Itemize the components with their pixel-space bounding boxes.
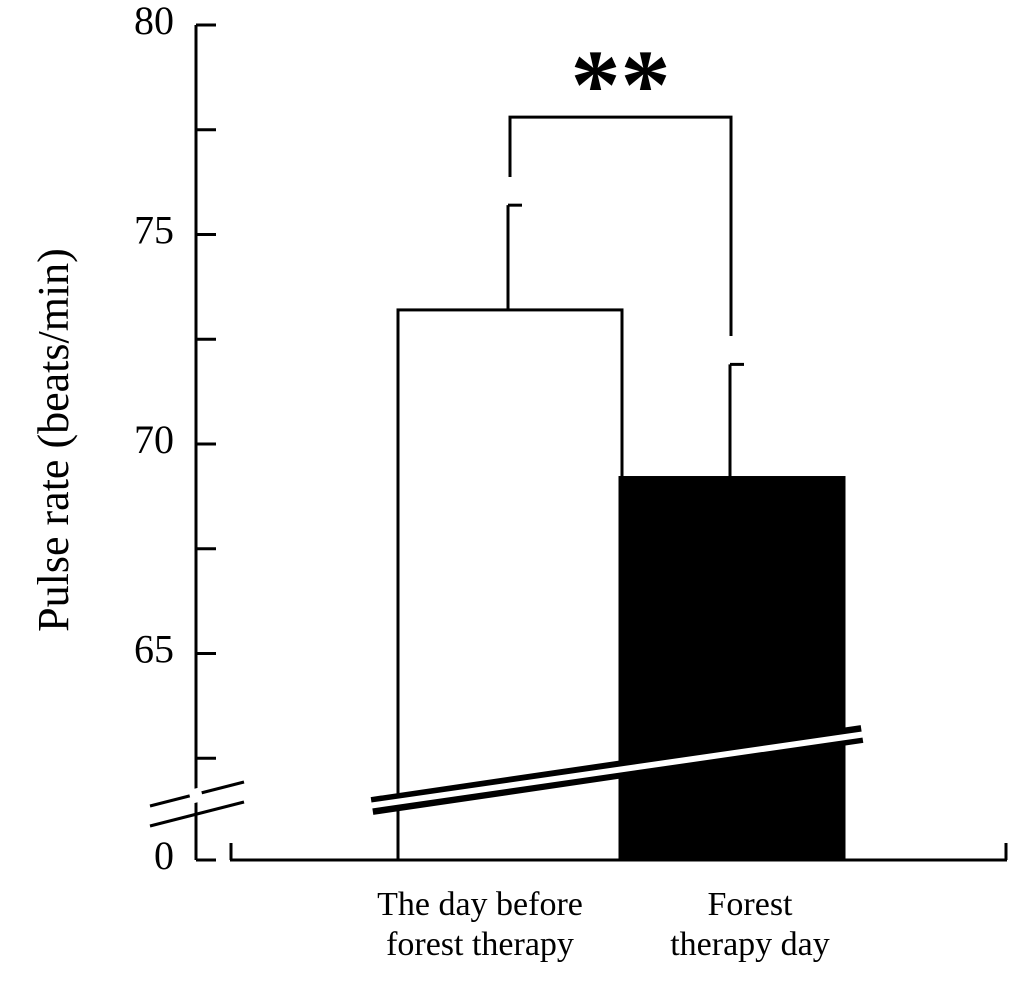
y-tick-label: 70 [134, 417, 174, 462]
x-category-label: forest therapy [386, 926, 574, 963]
significance-bracket [508, 115, 733, 336]
y-tick-label: 65 [134, 627, 174, 672]
x-category-label: The day before [377, 886, 583, 923]
y-axis-break-gap [188, 787, 204, 804]
x-category-label: Forest [708, 886, 794, 923]
significance-label: ** [571, 29, 671, 140]
y-tick-label: 80 [134, 0, 174, 43]
y-tick-label: 75 [134, 208, 174, 253]
x-category-label: therapy day [670, 926, 830, 963]
bar-2 [618, 476, 846, 862]
y-tick-label: 0 [154, 833, 174, 878]
axis-break-gap [367, 731, 867, 809]
y-axis-label: Pulse rate (beats/min) [29, 248, 78, 632]
y-axis-break-mark-lower [149, 800, 245, 828]
